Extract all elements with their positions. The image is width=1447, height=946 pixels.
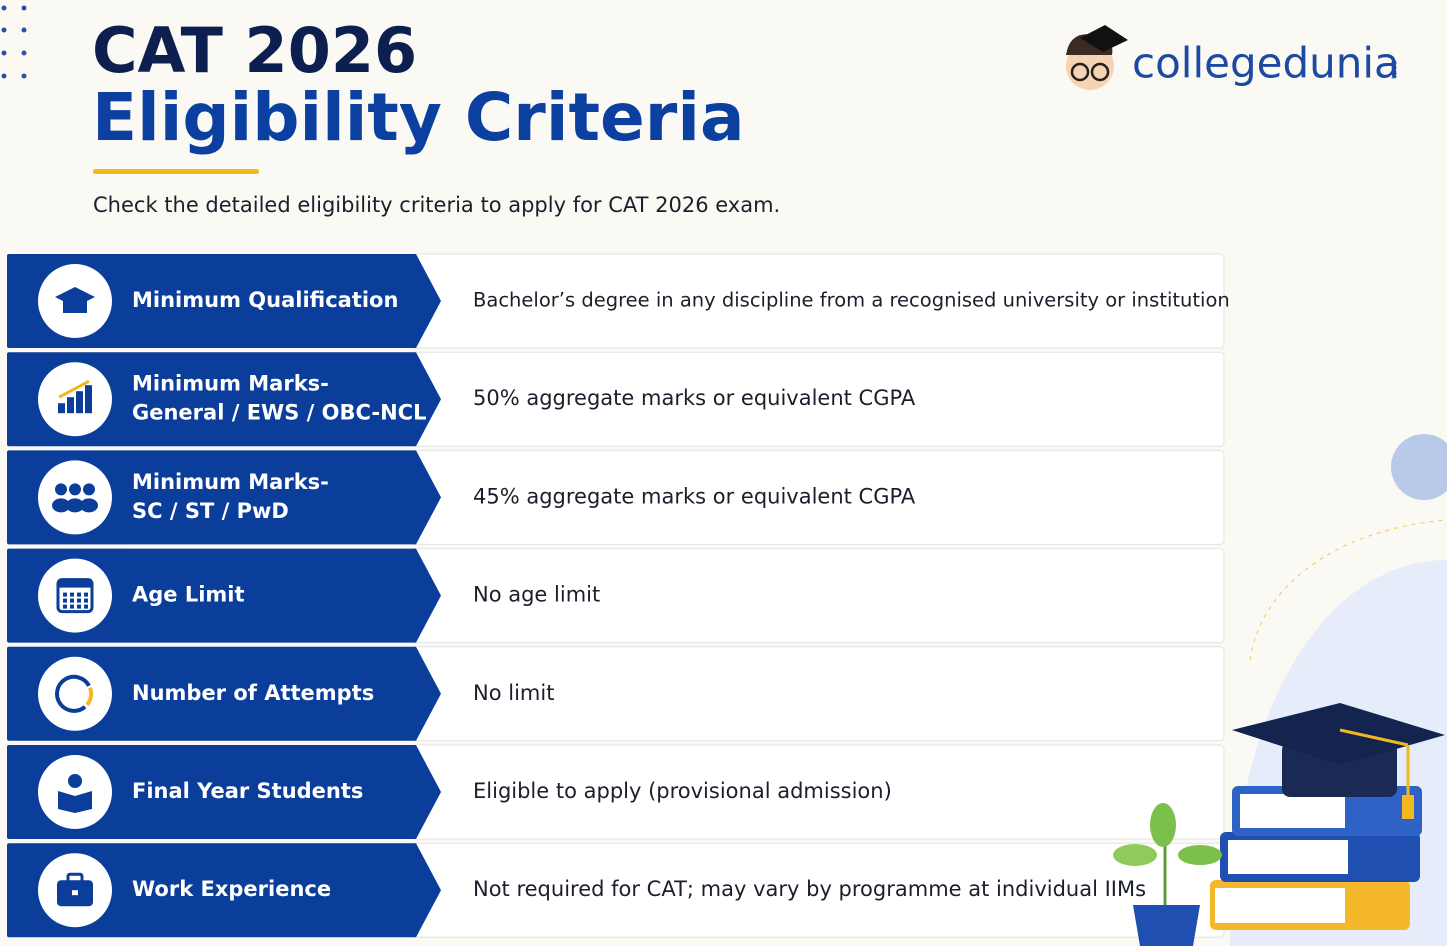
icon [63,598,67,603]
icon [68,774,82,788]
title-underline [93,169,259,174]
icon [70,598,74,603]
icon [83,483,95,496]
icon [76,391,83,414]
icon [58,791,92,813]
decor-circle [1391,434,1447,500]
criteria-label: SC / ST / PwD [132,499,289,523]
label-banner [7,646,441,741]
criteria-value: 45% aggregate marks or equivalent CGPA [473,484,916,508]
criteria-label: Age Limit [132,583,245,607]
title-line2: Eligibility Criteria [92,79,745,156]
icon [70,604,74,609]
icon [84,592,88,597]
criteria-row: Work Experience Not required for CAT; may… [7,842,1225,938]
icon-circle [38,460,112,535]
criteria-label: Minimum Marks- [132,470,329,494]
icon [67,397,74,414]
icon [52,498,70,513]
criteria-value: 50% aggregate marks or equivalent CGPA [473,386,916,410]
criteria-label: Work Experience [132,877,331,901]
criteria-value: Bachelor’s degree in any discipline from… [473,289,1230,312]
icon [80,498,98,513]
icon [72,890,78,896]
logo-text: collegedunia [1132,39,1400,88]
icon [66,498,84,513]
criteria-row: Minimum Marks- SC / ST / PwD 45% aggregate… [7,449,1225,545]
icon-circle [38,755,112,829]
icon-circle [38,558,112,633]
icon [77,604,81,609]
criteria-row: Minimum Qualification Bachelor’s degree i… [7,253,1230,349]
icon [63,604,67,609]
icon [85,385,92,414]
icon [58,579,92,588]
icon [66,872,84,884]
criteria-label: General / EWS / OBC-NCL [132,401,426,425]
criteria-value: No limit [473,681,554,705]
label-banner [7,843,441,938]
icon [55,483,67,496]
title-line1: CAT 2026 [92,14,417,87]
dot-decoration [1,5,27,79]
label-banner [7,254,441,348]
criteria-label: Minimum Marks- [132,372,329,396]
icon [70,592,74,597]
icon-circle [38,362,112,437]
criteria-value: Eligible to apply (provisional admission… [473,779,892,803]
books-illustration [1113,703,1445,946]
logo: collegedunia .com [1066,25,1400,90]
icon [58,379,90,399]
logo-suffix: .com [1389,57,1399,79]
icon [84,604,88,609]
icon [63,592,67,597]
criteria-list: Minimum Qualification Bachelor’s degree i… [7,253,1230,938]
label-banner [7,548,441,643]
criteria-value: Not required for CAT; may vary by progra… [473,877,1146,901]
icon [63,301,87,313]
decor-arc [1249,519,1447,661]
criteria-label: Number of Attempts [132,681,374,705]
icon [85,687,94,707]
icon [77,592,81,597]
criteria-row: Final Year Students Eligible to apply (pr… [7,744,1225,840]
criteria-row: Age Limit No age limit [7,548,1225,644]
criteria-label: Final Year Students [132,779,363,803]
criteria-label: Minimum Qualification [132,288,398,312]
icon [77,598,81,603]
criteria-row: Number of Attempts No limit [7,646,1225,742]
label-banner [7,352,441,447]
criteria-row: Minimum Marks- General / EWS / OBC-NCL 50%… [7,351,1225,447]
icon [84,598,88,603]
criteria-value: No age limit [473,583,600,607]
icon [58,403,65,414]
label-banner [7,745,441,839]
icon [69,483,81,496]
label-banner [7,450,441,545]
subtitle: Check the detailed eligibility criteria … [93,193,780,217]
icon [55,674,91,713]
icon-circle [38,656,112,731]
